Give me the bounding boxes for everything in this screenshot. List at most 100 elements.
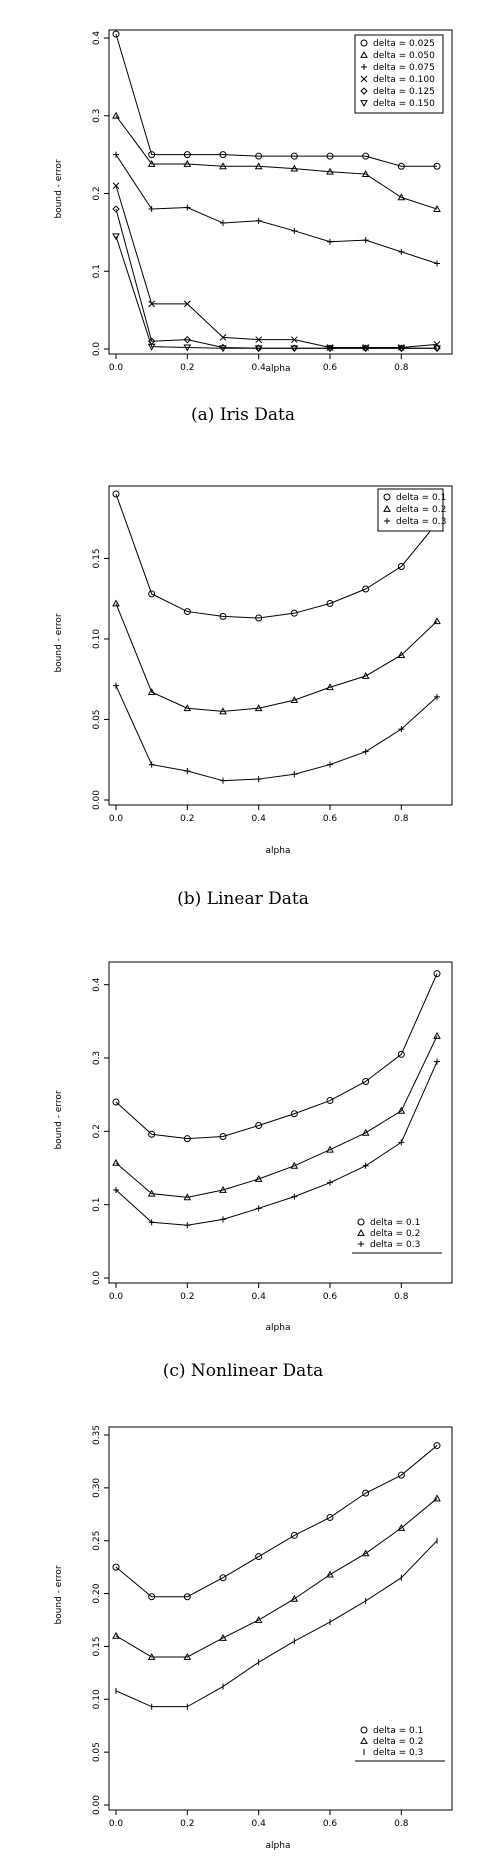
data-point — [326, 1570, 334, 1578]
data-point — [148, 151, 156, 159]
data-point — [219, 162, 227, 170]
legend-entry: delta = 0.3 — [396, 517, 446, 527]
data-point — [184, 204, 191, 211]
legend-marker — [360, 87, 368, 95]
data-point — [361, 1549, 370, 1557]
data-point — [362, 237, 369, 244]
data-point — [434, 1058, 440, 1065]
data-point — [434, 693, 440, 700]
legend-entry: delta = 0.100 — [373, 75, 435, 85]
data-point — [433, 205, 441, 212]
y-tick-label: 0.25 — [92, 1531, 102, 1551]
data-point — [433, 1031, 441, 1039]
legend-entry: delta = 0.3 — [373, 1748, 423, 1758]
data-point — [398, 248, 405, 255]
data-point — [361, 345, 370, 353]
data-point — [147, 688, 156, 695]
data-point — [254, 704, 263, 712]
y-tick-label: 0.30 — [92, 1478, 102, 1498]
series-line — [115, 973, 438, 1140]
legend-entry: delta = 0.1 — [396, 493, 446, 503]
legend-marker — [360, 50, 368, 58]
data-point — [326, 345, 334, 353]
y-tick-label: 0.1 — [92, 1198, 102, 1212]
series-line — [115, 236, 437, 349]
data-point — [183, 159, 192, 167]
x-tick-label: 0.0 — [109, 814, 124, 824]
y-tick-label: 0.00 — [92, 1795, 102, 1815]
data-point — [433, 970, 441, 978]
data-point — [148, 1219, 155, 1226]
data-point — [362, 152, 370, 160]
data-point — [397, 162, 405, 170]
series-line — [115, 1061, 438, 1226]
data-point — [397, 1524, 406, 1531]
x-tick-label: 0.8 — [394, 363, 409, 373]
data-point — [219, 1574, 227, 1582]
data-point — [290, 1161, 299, 1169]
data-point — [290, 1594, 299, 1602]
data-point — [433, 345, 441, 353]
legend-entry: delta = 0.125 — [373, 87, 435, 97]
y-tick-label: 0.0 — [92, 1271, 102, 1286]
x-axis-title: alpha — [266, 364, 291, 374]
plot-frame — [108, 29, 453, 355]
data-point — [326, 683, 334, 691]
data-point — [219, 333, 227, 341]
y-tick-label: 0.0 — [92, 342, 102, 357]
y-axis-title: bound - error — [54, 159, 64, 218]
data-point — [327, 761, 333, 768]
series-line — [115, 115, 438, 210]
x-tick-label: 0.0 — [109, 1819, 124, 1829]
series-line — [115, 603, 438, 712]
data-point — [219, 707, 227, 715]
x-tick-label: 0.6 — [323, 814, 338, 824]
y-tick-label: 0.15 — [92, 1636, 102, 1656]
legend-marker — [360, 39, 368, 47]
data-point — [148, 761, 155, 768]
x-tick-label: 0.6 — [323, 363, 338, 373]
data-point — [219, 1185, 227, 1193]
data-point — [361, 170, 370, 177]
data-point — [113, 682, 119, 689]
data-point — [255, 614, 263, 622]
data-point — [397, 345, 406, 353]
data-point — [219, 1132, 227, 1140]
series-line — [115, 1035, 438, 1198]
data-point — [183, 704, 192, 712]
data-point — [112, 599, 120, 607]
y-tick-label: 0.4 — [92, 977, 102, 992]
legend-marker — [361, 64, 367, 70]
data-point — [326, 600, 334, 608]
data-point — [291, 771, 298, 778]
x-axis-title: alpha — [266, 846, 291, 856]
data-point — [112, 1098, 120, 1106]
data-point — [183, 1193, 192, 1201]
x-tick-label: 0.6 — [323, 1292, 338, 1302]
y-tick-label: 0.20 — [92, 1583, 102, 1603]
y-tick-label: 0.05 — [92, 709, 102, 729]
plot-frame — [108, 961, 453, 1284]
x-tick-label: 0.0 — [109, 1292, 124, 1302]
data-point — [112, 1631, 120, 1639]
legend-entry: delta = 0.150 — [373, 99, 435, 109]
data-point — [327, 1179, 333, 1186]
data-point — [148, 1593, 156, 1601]
legend-entry: delta = 0.025 — [373, 39, 435, 49]
data-point — [362, 585, 370, 593]
data-point — [113, 151, 119, 158]
x-tick-label: 0.2 — [180, 363, 194, 373]
y-axis-title: bound - error — [54, 1565, 64, 1624]
data-point — [183, 300, 191, 308]
data-point — [397, 1106, 406, 1114]
data-point — [183, 344, 192, 352]
data-point — [219, 151, 227, 159]
data-point — [183, 151, 191, 159]
data-point — [147, 343, 156, 351]
legend-entry: delta = 0.050 — [373, 51, 435, 61]
legend-marker — [357, 1228, 365, 1236]
data-point — [254, 1174, 263, 1182]
data-point — [433, 1494, 441, 1502]
data-point — [219, 345, 227, 353]
